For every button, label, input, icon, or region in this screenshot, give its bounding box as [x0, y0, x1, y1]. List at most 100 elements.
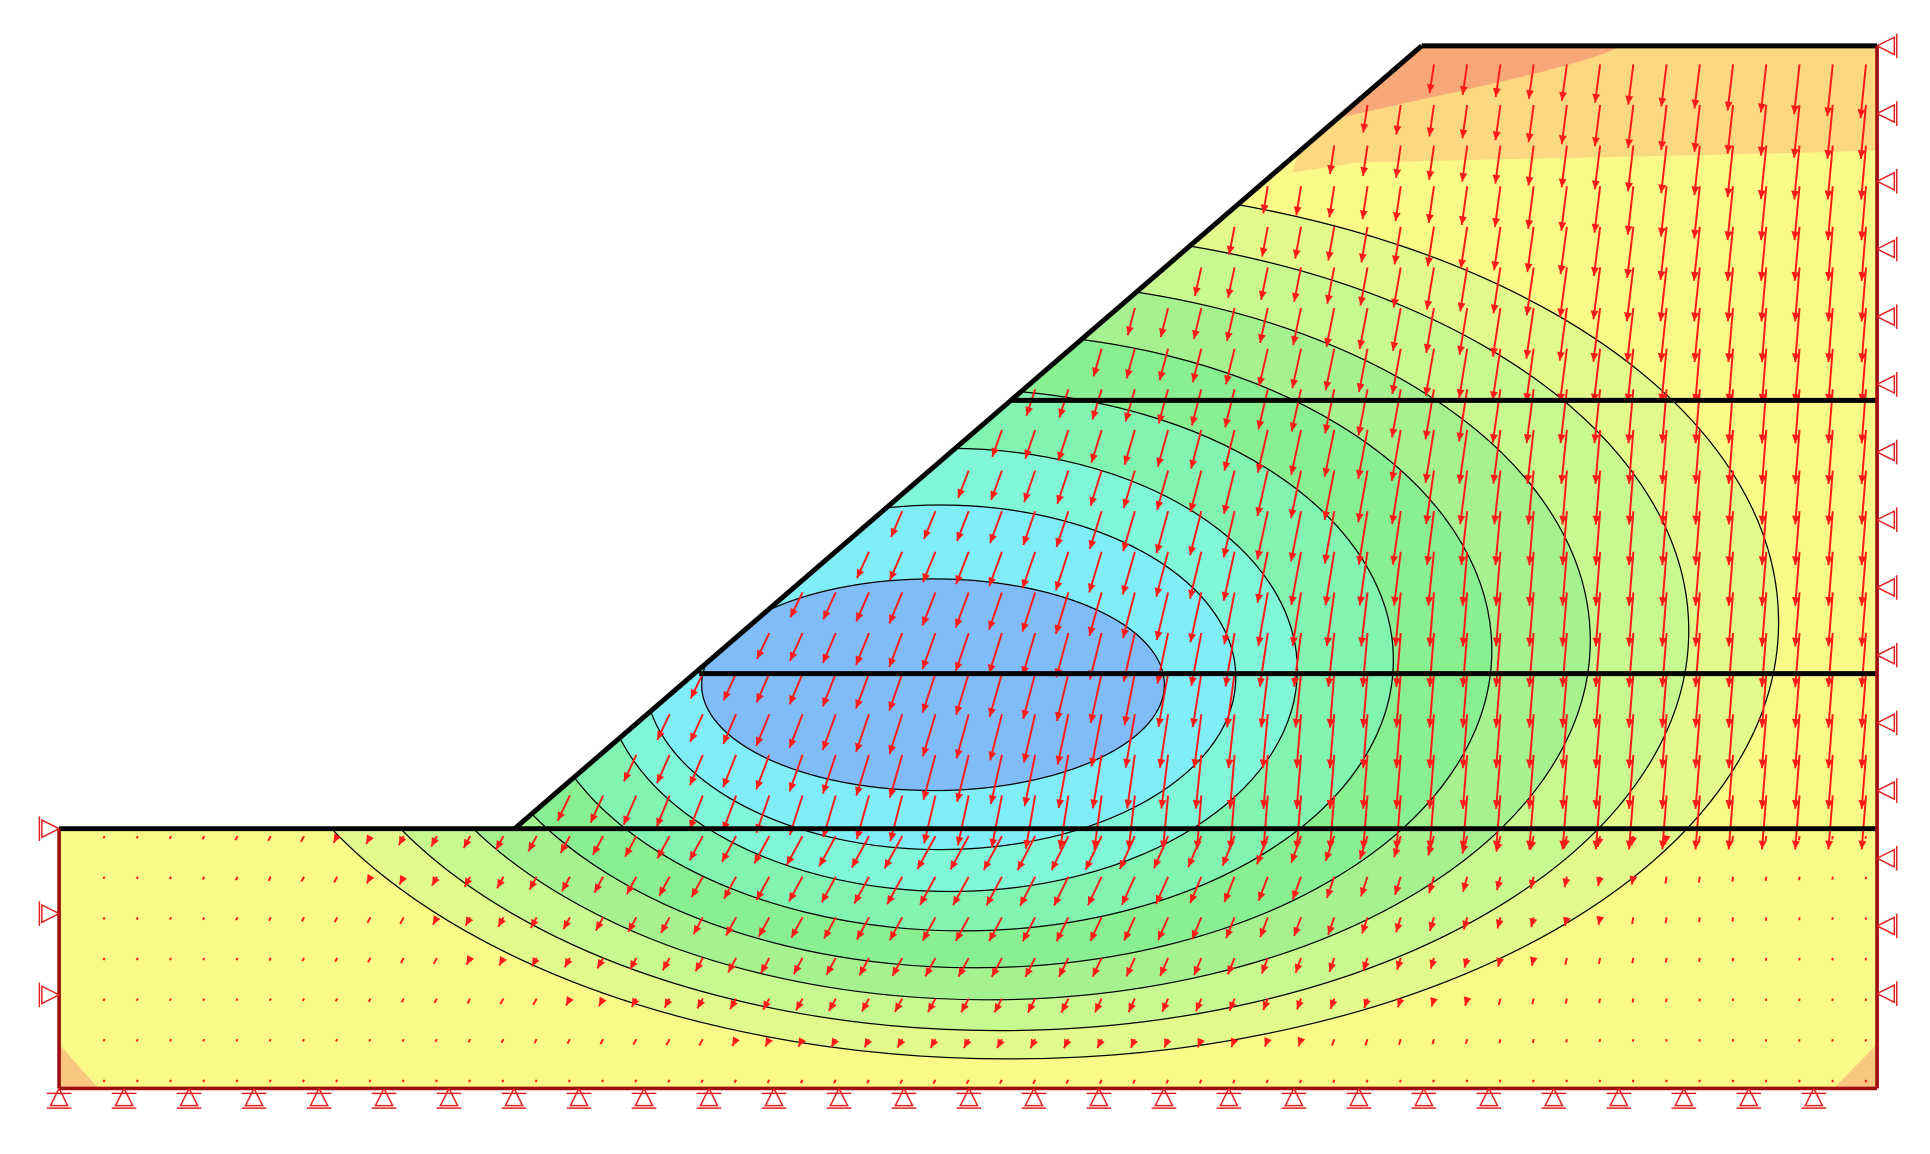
vector-head [1051, 860, 1059, 871]
vector-shaft [1628, 673, 1635, 728]
vector-head [989, 931, 997, 942]
vector-shaft [1694, 551, 1701, 606]
vector-head [1757, 146, 1766, 156]
vector-head [1758, 718, 1767, 728]
vector-head [499, 956, 507, 966]
vector-head [1023, 492, 1031, 502]
vector-head [1189, 676, 1197, 686]
vector-head [897, 1038, 906, 1048]
vector-shaft [1626, 307, 1635, 362]
vector-shaft [267, 835, 272, 842]
support-pin [569, 1088, 589, 1107]
vector-shaft [1395, 795, 1402, 850]
vector-head [1087, 626, 1096, 636]
vector-head [1791, 271, 1800, 281]
vector-shaft [1827, 511, 1834, 566]
vector-head [399, 875, 408, 885]
vector-shaft [467, 1038, 472, 1043]
vector-shaft [1760, 226, 1768, 281]
vector-shaft [1760, 754, 1768, 809]
vector-head [1858, 718, 1867, 728]
vector-shaft [1561, 632, 1568, 688]
vector-head [1691, 142, 1700, 152]
vector-head [1492, 217, 1501, 227]
vector-head [1160, 966, 1168, 976]
vector-shaft [1495, 754, 1502, 809]
vector-head [1758, 353, 1767, 363]
support-roller [1876, 848, 1896, 869]
vector-head [1490, 474, 1499, 484]
vector-shaft [832, 1079, 837, 1084]
vector-head [1089, 757, 1098, 767]
vector-head [1262, 1000, 1271, 1011]
vector-head [1591, 223, 1600, 233]
support-pin [634, 1088, 654, 1107]
support-roller [1876, 983, 1896, 1004]
vector-shaft [1564, 957, 1568, 966]
vector-shaft [601, 1079, 604, 1083]
vector-head [1085, 860, 1093, 870]
vector-shaft [1465, 1079, 1469, 1083]
vector-head [1222, 504, 1230, 514]
vector-shaft [1860, 632, 1867, 688]
vector-shaft [1727, 511, 1735, 566]
vector-shaft [1760, 632, 1768, 688]
vector-head [1264, 1037, 1272, 1047]
vector-head [988, 576, 996, 587]
vector-head [1459, 172, 1468, 182]
vector-shaft [1123, 673, 1136, 726]
vector-shaft [1727, 551, 1735, 606]
vector-shaft [1023, 754, 1037, 807]
vector-shaft [102, 957, 106, 961]
vector-head [1725, 434, 1734, 444]
vector-shaft [1727, 348, 1735, 403]
vector-head [1525, 176, 1534, 186]
vector-shaft [234, 876, 239, 881]
vector-head [1659, 759, 1667, 769]
vector-head [1126, 325, 1134, 336]
vector-head [1257, 376, 1265, 387]
vector-shaft [300, 916, 305, 922]
vector-head [1426, 170, 1435, 180]
vector-head [1326, 208, 1335, 218]
vector-head [1091, 410, 1099, 420]
vector-head [1523, 349, 1532, 359]
vector-shaft [1826, 186, 1834, 241]
vector-shaft [665, 1038, 671, 1046]
vector-shaft [1198, 1079, 1203, 1084]
vector-shaft [1528, 754, 1535, 809]
vector-shaft [334, 957, 339, 963]
vector-head [988, 663, 996, 674]
vector-shaft [1065, 1079, 1070, 1085]
vector-head [1390, 555, 1399, 565]
vector-head [1562, 839, 1570, 849]
vector-shaft [1693, 267, 1701, 322]
vector-head [1124, 799, 1133, 809]
vector-shaft [1827, 632, 1834, 688]
vector-shaft [1528, 551, 1535, 606]
vector-head [765, 1036, 773, 1047]
vector-head [1292, 718, 1301, 728]
vector-shaft [1794, 348, 1801, 403]
vector-shaft [1727, 754, 1735, 809]
vector-head [1526, 718, 1534, 728]
vector-shaft [1362, 795, 1369, 850]
vector-shaft [235, 1038, 239, 1042]
vector-head [796, 1000, 804, 1011]
vector-shaft [1294, 673, 1303, 728]
vector-head [831, 1037, 839, 1048]
vector-shaft [1132, 1079, 1136, 1085]
vector-head [1758, 474, 1767, 484]
vector-head [1659, 799, 1667, 809]
vector-head [1858, 840, 1867, 850]
support-pin [699, 1088, 719, 1107]
vector-head [1119, 859, 1127, 870]
vector-head [1188, 545, 1197, 556]
vector-shaft [1428, 632, 1435, 688]
vector-shaft [1659, 226, 1668, 280]
vector-head [1258, 718, 1267, 728]
vector-shaft [1860, 267, 1867, 322]
vector-head [657, 848, 665, 859]
vector-head [1523, 392, 1532, 403]
